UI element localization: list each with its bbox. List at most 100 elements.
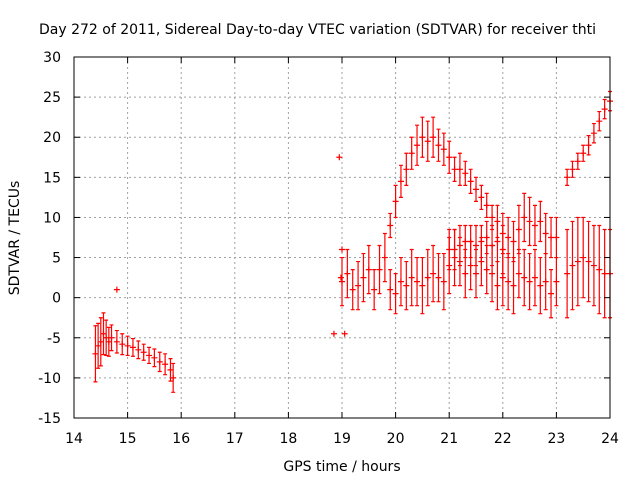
error-bar (511, 220, 516, 263)
axis-ticks (73, 56, 611, 419)
data-series (387, 116, 560, 263)
error-bar (404, 152, 409, 186)
error-bar (522, 192, 527, 243)
error-bar (543, 212, 548, 255)
y-tick-labels: -15 -10 -5 0 5 10 15 20 25 30 (38, 50, 61, 427)
x-tick-label: 15 (119, 431, 137, 447)
error-bar (96, 322, 101, 369)
error-bar (441, 132, 446, 166)
error-bar (388, 268, 393, 311)
error-bar (474, 224, 478, 267)
error-bar (581, 144, 586, 162)
error-bar (98, 317, 103, 367)
error-bar (415, 256, 420, 307)
error-bar (452, 156, 457, 182)
error-bar (436, 252, 441, 303)
y-tick-label: 30 (43, 50, 61, 66)
error-bar (356, 260, 361, 311)
data-series (92, 312, 177, 393)
error-bar (447, 228, 452, 271)
error-bar (366, 244, 371, 295)
error-bar (420, 256, 425, 315)
y-tick-label: 15 (43, 170, 61, 186)
error-bar (479, 184, 484, 211)
error-bar (114, 329, 119, 354)
error-bar (404, 260, 409, 311)
x-tick-label: 23 (547, 431, 565, 447)
error-bar (436, 128, 441, 162)
error-bar (377, 244, 382, 295)
error-bar (495, 220, 500, 263)
error-bar (575, 152, 580, 170)
y-tick-label: -5 (47, 331, 61, 347)
error-bar (565, 168, 570, 186)
error-bar (549, 268, 554, 319)
error-bar (549, 216, 554, 259)
error-bar (468, 168, 473, 194)
error-bar (602, 98, 607, 120)
error-bar (506, 216, 511, 259)
error-bar (425, 248, 430, 307)
error-bar (372, 268, 377, 311)
error-bar (532, 248, 537, 307)
data-point (339, 246, 345, 253)
error-bar (527, 252, 532, 311)
x-tick-label: 24 (601, 431, 619, 447)
error-bar (420, 116, 425, 158)
data-point (341, 330, 348, 337)
error-bar (350, 268, 355, 311)
error-bar (136, 340, 141, 360)
y-tick-label: 20 (43, 130, 61, 146)
error-bar (457, 224, 462, 267)
error-bar (415, 124, 420, 166)
error-bar (93, 325, 98, 383)
x-axis-label: GPS time / hours (283, 459, 400, 475)
error-bar (490, 224, 495, 267)
error-bar (500, 224, 505, 275)
y-tick-label: -10 (38, 371, 61, 387)
error-bar (431, 244, 436, 303)
error-bar (345, 248, 350, 299)
y-tick-label: -15 (38, 411, 61, 427)
error-bar (104, 319, 109, 357)
error-bar (575, 216, 580, 307)
error-bar (570, 160, 575, 178)
error-bar (157, 351, 162, 373)
error-bar (409, 248, 414, 307)
y-axis-label: SDTVAR / TECUs (7, 181, 23, 296)
error-bar (388, 212, 393, 239)
data-point (336, 154, 343, 161)
error-bar (109, 324, 114, 352)
error-bar (522, 248, 527, 307)
error-bar (398, 256, 403, 307)
x-tick-labels: 14 15 16 17 18 19 20 21 22 23 24 (65, 431, 619, 447)
error-bar (591, 224, 596, 307)
error-bar (538, 256, 543, 315)
data-series (564, 90, 613, 186)
error-bar (484, 192, 489, 219)
error-bar (586, 135, 591, 156)
data-point (337, 274, 344, 281)
error-bar (382, 232, 387, 283)
error-bar (463, 224, 468, 259)
y-tick-label: 5 (52, 251, 61, 267)
x-tick-label: 22 (494, 431, 512, 447)
error-bar (527, 196, 532, 247)
data-series (446, 220, 506, 275)
data-series (113, 154, 348, 337)
error-bar (586, 220, 591, 303)
error-bar (120, 333, 125, 356)
x-tick-label: 18 (279, 431, 297, 447)
chart-title: Day 272 of 2011, Sidereal Day-to-day VTE… (39, 22, 596, 38)
error-bar (393, 273, 398, 315)
error-bar (361, 252, 366, 303)
error-bar (457, 152, 462, 186)
error-bar (393, 184, 398, 219)
error-bar (171, 362, 176, 393)
error-bar (516, 204, 521, 255)
error-bar (468, 224, 473, 259)
error-bar (409, 136, 414, 170)
error-bar (425, 120, 430, 162)
